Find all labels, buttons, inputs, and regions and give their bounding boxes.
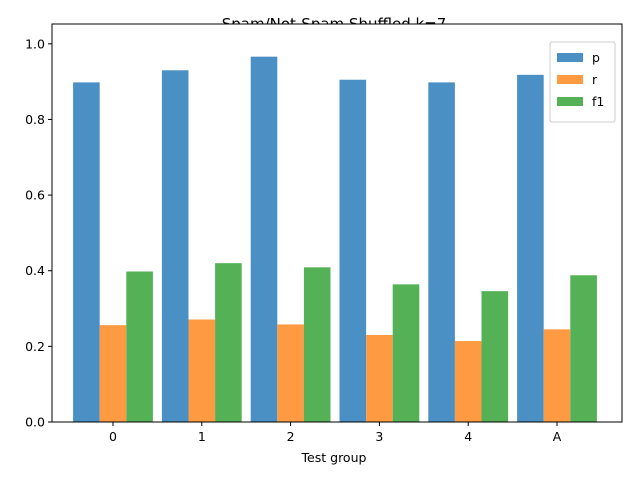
legend-label-p: p [592,50,600,65]
legend-swatch-p [557,53,583,62]
x-axis: 0 1 2 3 4 A [109,422,562,444]
bar-r-3 [366,335,393,422]
bar-p-A [517,74,544,422]
bar-p-4 [428,82,455,423]
y-tick-label: 0.4 [25,263,45,278]
x-axis-label: Test group [301,450,367,465]
legend-swatch-f1 [557,97,583,106]
y-tick-label: 0.8 [25,112,45,127]
bar-r-4 [454,341,482,422]
y-tick-label: 0.0 [25,415,45,430]
x-tick-label: 2 [287,429,295,444]
bar-p-1 [161,70,189,423]
x-tick-label: 3 [375,429,383,444]
bar-f1-2 [303,267,331,422]
legend-label-f1: f1 [592,94,604,109]
y-tick-label: 0.2 [25,339,45,354]
legend-swatch-r [557,75,583,84]
bar-f1-0 [126,271,153,422]
x-tick-label: 1 [198,429,206,444]
bar-r-1 [188,319,216,422]
x-tick-label: 4 [464,429,472,444]
y-tick-label: 0.6 [25,188,45,203]
bar-f1-4 [481,291,509,422]
y-tick-label: 1.0 [25,36,45,51]
bars-group [73,56,597,423]
legend: pr f1 [549,41,616,123]
bar-f1-1 [215,263,242,422]
bar-f1-A [570,275,597,422]
x-tick-label: A [553,429,562,444]
bar-p-2 [250,56,278,423]
x-tick-label: 0 [109,429,117,444]
bar-p-3 [339,79,367,422]
bar-r-A [543,329,571,422]
bar-r-0 [99,325,127,422]
bar-r-2 [277,324,304,422]
plot-frame [51,23,623,423]
bar-f1-3 [392,284,420,422]
legend-label-r: r [592,72,598,87]
y-axis: 0.0 0.2 0.4 0.6 0.8 1.0 [25,36,52,430]
bar-p-0 [73,82,100,423]
